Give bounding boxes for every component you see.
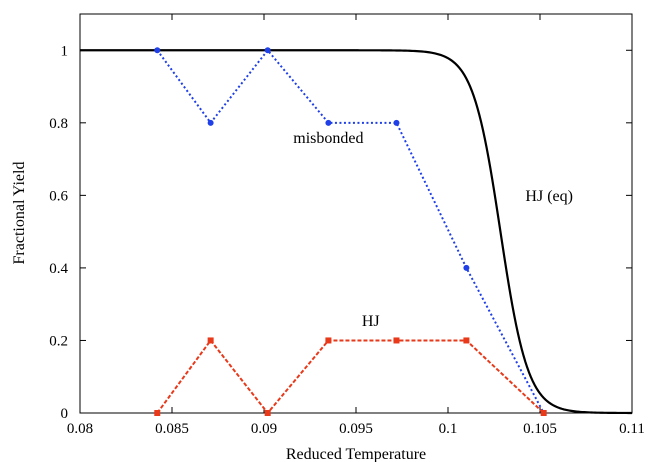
x-tick-label: 0.105 (523, 421, 557, 437)
y-axis-title: Fractional Yield (11, 162, 28, 265)
x-tick-labels: 0.08 0.085 0.09 0.095 0.1 0.105 0.11 (67, 421, 645, 437)
point-hj (325, 337, 332, 344)
y-tick-label: 0.2 (49, 333, 68, 349)
point-hj (264, 410, 271, 416)
y-tick-label: 0.4 (49, 261, 68, 277)
annotation-misbonded: misbonded (293, 130, 363, 147)
x-tick-label: 0.1 (439, 421, 458, 437)
x-tick-label: 0.095 (339, 421, 373, 437)
point-misbonded (325, 119, 332, 126)
annotations: misbonded HJ (eq) HJ (293, 130, 573, 330)
x-tick-label: 0.085 (155, 421, 189, 437)
axis-ticks (79, 14, 633, 414)
x-axis-title: Reduced Temperature (286, 446, 426, 462)
annotation-hj: HJ (362, 313, 380, 330)
annotation-hj-eq: HJ (eq) (525, 188, 573, 205)
x-tick-label: 0.08 (67, 421, 93, 437)
y-tick-label: 0 (61, 406, 69, 422)
y-tick-label: 1 (61, 43, 69, 59)
point-misbonded (463, 264, 470, 271)
x-tick-label: 0.11 (619, 421, 645, 437)
point-misbonded (207, 119, 214, 126)
point-hj (393, 337, 400, 344)
point-hj (463, 337, 470, 344)
y-tick-label: 0.8 (49, 116, 68, 132)
point-misbonded (393, 119, 400, 126)
x-tick-label: 0.09 (251, 421, 277, 437)
point-hj (154, 410, 161, 416)
series-line-hj-eq (80, 49, 632, 415)
series-group (80, 47, 632, 416)
plot-frame (79, 13, 633, 414)
point-misbonded (264, 47, 271, 54)
y-tick-label: 0.6 (49, 188, 68, 204)
point-misbonded (154, 47, 161, 54)
y-tick-labels: 0 0.2 0.4 0.6 0.8 1 (49, 43, 68, 422)
point-hj (207, 337, 214, 344)
series-line-hj (156, 338, 545, 415)
point-hj (540, 410, 547, 416)
